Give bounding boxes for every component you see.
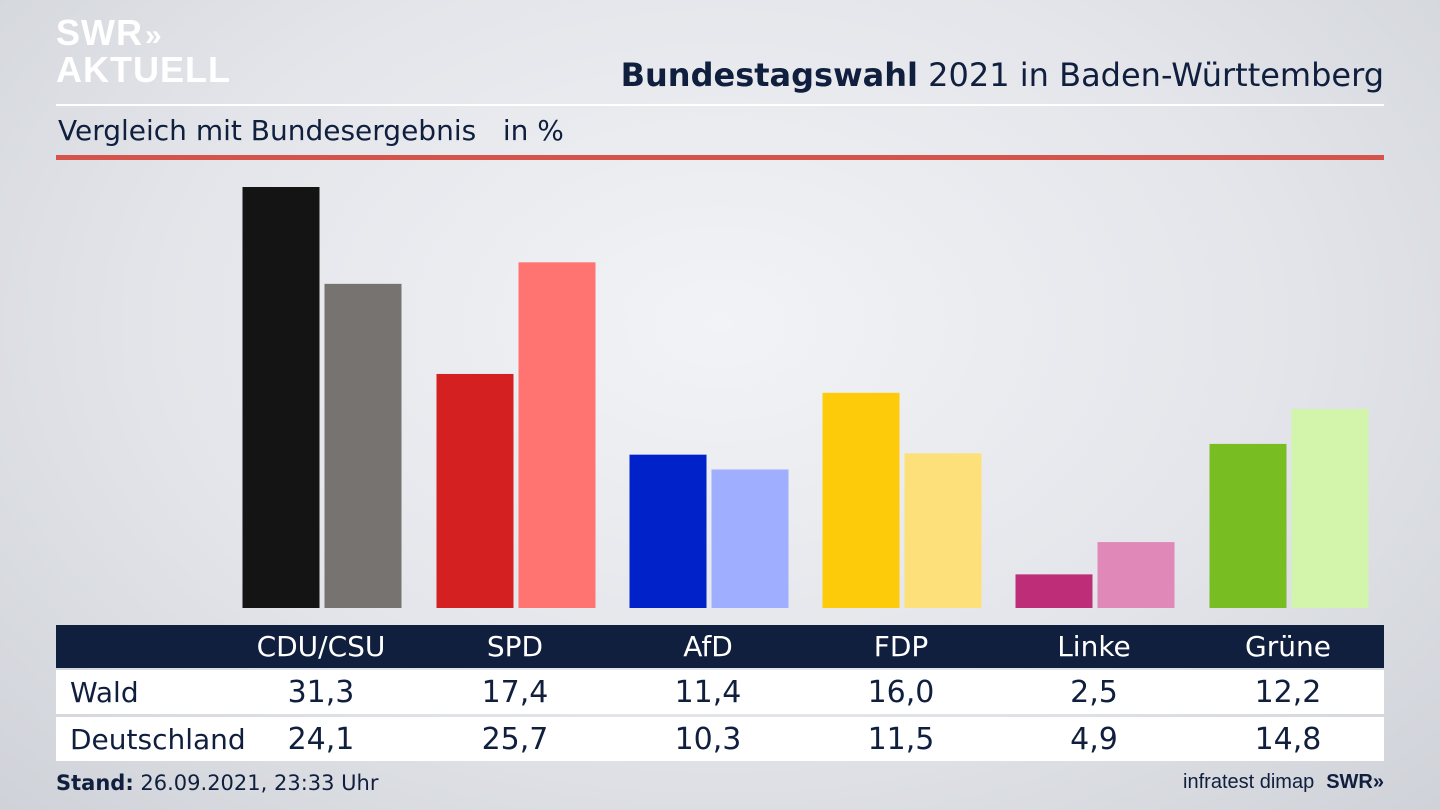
data-label-deutschland-fdp: 11,5: [867, 721, 935, 757]
bar-afd-wald: [629, 454, 707, 608]
swr-brand-text: SWR: [1326, 771, 1373, 793]
bar-grüne-wald: [1209, 443, 1287, 608]
bar-cducsu-wald: [242, 187, 320, 608]
tick-label-fdp: FDP: [873, 630, 929, 663]
swr-aktuell-logo: SWR» AKTUELL: [56, 15, 231, 90]
data-label-wald-spd: 17,4: [481, 674, 549, 710]
data-label-wald-fdp: 16,0: [867, 674, 935, 710]
table-row-deutschland: Deutschland 24,1 25,7 10,3 11,5 4,9 14,8: [56, 717, 1384, 761]
title-rest: 2021 in Baden-Württemberg: [917, 56, 1384, 94]
stand-value: 26.09.2021, 23:33 Uhr: [133, 771, 379, 795]
table-row-wald: Wald 31,3 17,4 11,4 16,0 2,5 12,2: [56, 670, 1384, 714]
bar-spd-deutschland: [518, 262, 596, 608]
swr-brand: SWR»: [1326, 771, 1384, 793]
subtitle-divider: [56, 155, 1384, 160]
title-bold: Bundestagswahl: [620, 56, 918, 94]
stand-label: Stand:: [56, 771, 134, 795]
data-label-deutschland-spd: 25,7: [481, 721, 549, 757]
row-label-deutschland: Deutschland: [70, 722, 246, 756]
bar-linke-wald: [1015, 574, 1093, 608]
tick-label-spd: SPD: [486, 630, 544, 663]
data-label-deutschland-linke: 4,9: [1070, 721, 1118, 757]
row-label-wald: Wald: [70, 675, 139, 709]
swr-chevrons-icon: »: [1372, 771, 1384, 793]
logo-swr-text: SWR: [56, 12, 143, 53]
data-label-deutschland-grüne: 14,8: [1254, 721, 1322, 757]
data-label-wald-afd: 11,4: [674, 674, 742, 710]
timestamp: Stand: 26.09.2021, 23:33 Uhr: [56, 771, 379, 795]
bar-grüne-deutschland: [1291, 408, 1369, 608]
data-label-wald-linke: 2,5: [1070, 674, 1118, 710]
page-title: Bundestagswahl 2021 in Baden-Württemberg: [621, 56, 1384, 94]
tick-label-afd: AfD: [683, 630, 733, 663]
data-label-wald-grüne: 12,2: [1254, 674, 1322, 710]
bar-spd-wald: [436, 373, 514, 608]
bar-linke-deutschland: [1097, 542, 1175, 608]
bar-fdp-wald: [822, 392, 900, 608]
data-label-wald-cducsu: 31,3: [287, 674, 355, 710]
source-text: infratest dimap: [1183, 771, 1315, 793]
title-divider: [56, 104, 1384, 106]
table-header: CDU/CSU SPD AfD FDP Linke Grüne: [56, 625, 1384, 668]
source-credit: infratest dimap SWR»: [1183, 771, 1384, 794]
tick-label-linke: Linke: [1057, 630, 1131, 663]
bar-cducsu-deutschland: [324, 283, 402, 608]
chart-subtitle: Vergleich mit Bundesergebnis in %: [58, 114, 564, 147]
bar-afd-deutschland: [711, 469, 789, 608]
logo-aktuell-text: AKTUELL: [56, 49, 231, 90]
tick-label-cducsu: CDU/CSU: [256, 630, 386, 663]
data-label-deutschland-afd: 10,3: [674, 721, 742, 757]
tick-label-grüne: Grüne: [1245, 630, 1331, 663]
bar-fdp-deutschland: [904, 453, 982, 608]
data-label-deutschland-cducsu: 24,1: [287, 721, 355, 757]
